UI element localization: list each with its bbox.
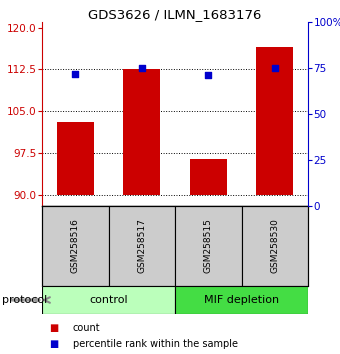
Bar <box>42 206 108 286</box>
Point <box>272 65 277 71</box>
Text: count: count <box>73 323 100 333</box>
Point <box>72 71 78 76</box>
Point <box>139 65 144 71</box>
Point <box>205 73 211 78</box>
Bar <box>108 206 175 286</box>
Text: protocol: protocol <box>2 295 47 305</box>
Text: ■: ■ <box>49 339 58 349</box>
Bar <box>256 47 293 195</box>
Text: MIF depletion: MIF depletion <box>204 295 279 305</box>
Text: control: control <box>89 295 128 305</box>
Bar <box>175 206 241 286</box>
Text: GSM258530: GSM258530 <box>270 218 279 273</box>
Text: GSM258516: GSM258516 <box>71 218 80 273</box>
Bar <box>42 286 175 314</box>
Bar <box>175 286 308 314</box>
Bar <box>190 159 226 195</box>
Text: ■: ■ <box>49 323 58 333</box>
Text: percentile rank within the sample: percentile rank within the sample <box>73 339 238 349</box>
Bar <box>241 206 308 286</box>
Text: GSM258517: GSM258517 <box>137 218 146 273</box>
Bar <box>123 69 160 195</box>
Text: GSM258515: GSM258515 <box>204 218 213 273</box>
Title: GDS3626 / ILMN_1683176: GDS3626 / ILMN_1683176 <box>88 8 262 21</box>
Bar <box>57 122 94 195</box>
